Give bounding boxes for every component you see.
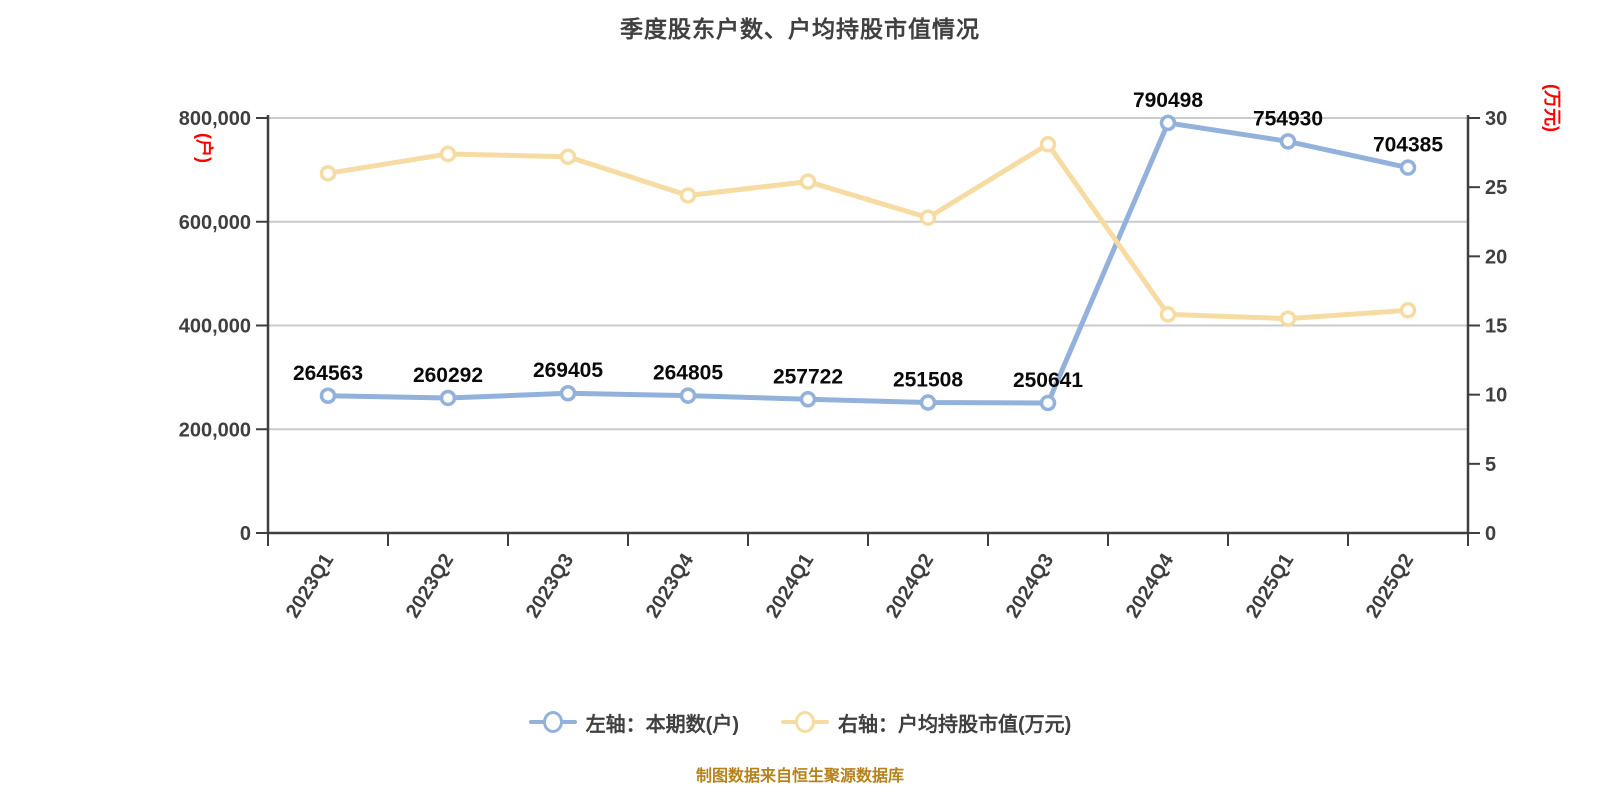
y-axis-right-tick-label: 25 (1485, 177, 1507, 199)
shareholders-point-2024Q2[interactable] (919, 394, 937, 411)
data-label-2023Q1: 264563 (293, 362, 363, 385)
x-axis-tick-label: 2024Q1 (762, 550, 818, 622)
line-marker-icon (781, 711, 829, 733)
avg-value-point-2023Q4[interactable] (679, 187, 697, 204)
data-source-note: 制图数据来自恒生聚源数据库 (695, 768, 904, 785)
avg-value-point-2023Q3[interactable] (559, 148, 577, 165)
x-axis-tick-label: 2023Q4 (642, 549, 699, 622)
avg-value-point-2023Q2[interactable] (439, 145, 457, 163)
y-axis-right-tick-label: 15 (1485, 316, 1507, 338)
avg-value-point-2025Q1[interactable] (1279, 310, 1297, 327)
y-axis-left-tick-label: 200,000 (179, 419, 251, 441)
data-label-2023Q3: 269405 (533, 359, 603, 382)
avg-value-point-2024Q1[interactable] (799, 173, 817, 190)
chart-legend: 左轴：本期数(户) 右轴：户均持股市值(万元) (0, 700, 1600, 744)
data-label-2024Q1: 257722 (773, 365, 843, 388)
avg-value-point-2024Q2[interactable] (919, 209, 937, 226)
shareholders-point-2023Q1[interactable] (319, 387, 337, 405)
x-axis-tick-label: 2025Q2 (1362, 550, 1418, 622)
avg-value-point-2024Q3[interactable] (1039, 136, 1057, 153)
y-axis-right-tick-label: 5 (1485, 454, 1496, 476)
avg-value-point-2024Q4[interactable] (1159, 306, 1177, 323)
y-axis-left-tick-label: 400,000 (179, 316, 251, 338)
x-axis-tick-label: 2024Q4 (1122, 549, 1179, 622)
x-axis-tick-label: 2023Q3 (522, 550, 578, 622)
line-marker-icon (528, 711, 577, 733)
legend-label-avg-value: 右轴：户均持股市值(万元) (838, 713, 1072, 736)
y-axis-right-tick-label: 30 (1485, 108, 1507, 130)
data-label-2024Q2: 251508 (893, 369, 963, 392)
data-label-2025Q1: 754930 (1253, 107, 1323, 130)
x-axis-tick-label: 2024Q2 (882, 550, 938, 622)
data-label-2023Q4: 264805 (653, 362, 723, 385)
x-axis-tick-label: 2023Q2 (402, 550, 458, 622)
shareholders-point-2024Q3[interactable] (1039, 394, 1057, 412)
shareholders-line (325, 120, 1411, 406)
y-axis-left-tick-label: 800,000 (179, 108, 251, 130)
y-axis-right-tick-label: 10 (1485, 385, 1507, 407)
data-label-2023Q2: 260292 (413, 364, 483, 387)
data-label-2024Q3: 250641 (1013, 369, 1083, 392)
shareholders-point-2023Q4[interactable] (679, 387, 697, 404)
avg-value-point-2025Q2[interactable] (1399, 302, 1417, 319)
data-label-2025Q2: 704385 (1373, 134, 1443, 157)
x-axis-tick-label: 2023Q1 (282, 550, 338, 622)
shareholders-point-2024Q4[interactable] (1159, 114, 1177, 132)
shareholders-point-2025Q1[interactable] (1279, 133, 1297, 150)
avg-value-point-2023Q1[interactable] (319, 165, 337, 182)
x-axis-tick-label: 2025Q1 (1242, 550, 1298, 622)
y-axis-left-tick-label: 600,000 (179, 212, 251, 234)
y-axis-left-tick-label: 0 (240, 523, 251, 545)
chart-title: 季度股东户数、户均持股市值情况 (620, 16, 980, 42)
shareholders-point-2024Q1[interactable] (799, 391, 817, 408)
y-axis-left-unit-label: (户) (194, 133, 215, 163)
legend-item-shareholders[interactable]: 左轴：本期数(户) (528, 708, 739, 737)
chart-canvas: 800,000 600,000 400,000 200,000 0 30 25 20 15 10 5… (179, 84, 1562, 622)
legend-item-avg-value[interactable]: 右轴：户均持股市值(万元) (781, 708, 1071, 737)
shareholders-point-2023Q2[interactable] (439, 389, 457, 407)
shareholders-point-2023Q3[interactable] (559, 384, 577, 402)
shareholders-point-2025Q2[interactable] (1399, 159, 1417, 176)
y-axis-right-unit-label: (万元) (1542, 84, 1562, 132)
avg-value-line (325, 141, 1411, 322)
y-axis-right-tick-label: 20 (1485, 246, 1507, 268)
data-label-2024Q4: 790498 (1133, 89, 1203, 112)
y-axis-right-tick-label: 0 (1485, 523, 1496, 545)
legend-label-shareholders: 左轴：本期数(户) (585, 713, 739, 736)
x-axis-tick-label: 2024Q3 (1002, 550, 1058, 622)
